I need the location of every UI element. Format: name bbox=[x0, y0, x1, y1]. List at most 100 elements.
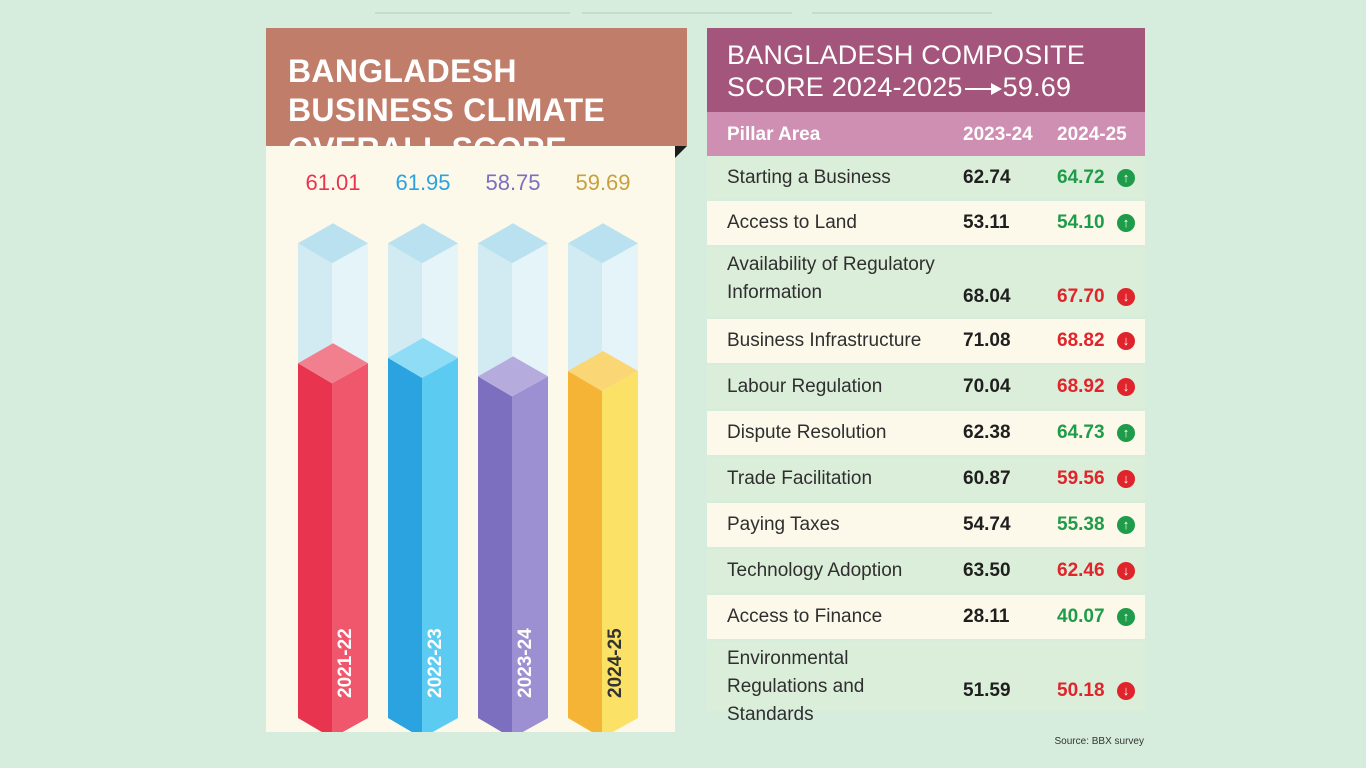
bar-front bbox=[568, 370, 602, 732]
score-2023-24: 62.38 bbox=[963, 422, 1011, 443]
bar-top bbox=[478, 356, 548, 397]
header-pillar-area: Pillar Area bbox=[727, 124, 821, 145]
composite-score-header: BANGLADESH COMPOSITE SCORE 2024-2025 59.6… bbox=[707, 28, 1145, 112]
bar-front bbox=[388, 357, 422, 732]
score-2024-25: 50.18 bbox=[1057, 680, 1105, 701]
bar-empty-top bbox=[388, 223, 458, 264]
score-2024-25: 64.72 bbox=[1057, 167, 1105, 188]
overall-score-panel: BANGLADESH BUSINESS CLIMATE OVERALL SCOR… bbox=[266, 28, 687, 732]
pillar-name: Environmental Regulations and Standards bbox=[727, 648, 865, 725]
header-notch bbox=[675, 146, 687, 158]
pillar-name: Technology Adoption bbox=[727, 560, 903, 581]
composite-title: BANGLADESH COMPOSITE SCORE 2024-2025 59.6… bbox=[727, 39, 1137, 103]
score-2024-25: 55.38 bbox=[1057, 514, 1105, 535]
score-2024-25: 54.10 bbox=[1057, 212, 1105, 233]
score-2023-24: 28.11 bbox=[963, 606, 1010, 627]
chart-area: 61.01 2021-22 61.95 2022-23 58.75 2023-24 59.6… bbox=[266, 146, 675, 732]
arrow-up-circle-icon: ↑ bbox=[1117, 424, 1135, 442]
pillar-table: Starting a Business 62.74 64.72 ↑ Access to … bbox=[707, 156, 1145, 725]
bar-empty-side bbox=[602, 243, 638, 391]
decor-line bbox=[375, 12, 570, 14]
score-2023-24: 68.04 bbox=[963, 286, 1011, 307]
table-row: Paying Taxes 54.74 55.38 ↑ bbox=[707, 503, 1145, 549]
table-row: Trade Facilitation 60.87 59.56 ↓ bbox=[707, 457, 1145, 503]
table-row: Business Infrastructure 71.08 68.82 ↓ bbox=[707, 319, 1145, 365]
bar-empty-front bbox=[298, 243, 332, 384]
table-row: Dispute Resolution 62.38 64.73 ↑ bbox=[707, 411, 1145, 457]
source-note: Source: BBX survey bbox=[1054, 736, 1144, 747]
pillar-name: Starting a Business bbox=[727, 167, 891, 188]
score-2024-25: 62.46 bbox=[1057, 560, 1105, 581]
score-2023-24: 51.59 bbox=[963, 680, 1011, 701]
bar-chart: 61.01 2021-22 61.95 2022-23 58.75 2023-24 59.6… bbox=[298, 170, 638, 732]
bar-empty-side bbox=[512, 243, 548, 397]
decor-line bbox=[582, 12, 792, 14]
table-row: Availability of Regulatory Information 68… bbox=[707, 247, 1145, 319]
bar-2021-22 bbox=[298, 223, 368, 732]
score-2024-25: 68.92 bbox=[1057, 376, 1105, 397]
bar-top bbox=[568, 350, 638, 391]
pillar-name: Availability of Regulatory Information bbox=[727, 254, 935, 303]
bar-front bbox=[478, 376, 512, 732]
table-row: Labour Regulation 70.04 68.92 ↓ bbox=[707, 365, 1145, 411]
bar-category-label: 2024-25 bbox=[605, 628, 626, 698]
bar-category-label: 2022-23 bbox=[425, 628, 446, 698]
arrow-up-circle-icon: ↑ bbox=[1117, 169, 1135, 187]
pillar-name: Access to Land bbox=[727, 212, 857, 233]
bar-side bbox=[602, 370, 638, 732]
score-2024-25: 40.07 bbox=[1057, 606, 1105, 627]
score-2023-24: 63.50 bbox=[963, 560, 1011, 581]
bar-2022-23 bbox=[388, 223, 458, 732]
arrow-down-circle-icon: ↓ bbox=[1117, 378, 1135, 396]
pillar-name: Dispute Resolution bbox=[727, 422, 887, 443]
bar-value-label: 59.69 bbox=[575, 170, 630, 195]
score-2023-24: 54.74 bbox=[963, 514, 1011, 535]
header-2024-25: 2024-25 bbox=[1057, 124, 1127, 145]
score-2024-25: 67.70 bbox=[1057, 286, 1105, 307]
overall-score-header: BANGLADESH BUSINESS CLIMATE OVERALL SCOR… bbox=[266, 28, 687, 167]
bar-side bbox=[332, 363, 368, 732]
arrow-right-icon bbox=[964, 82, 1002, 95]
bar-empty-front bbox=[568, 243, 602, 391]
bar-empty-front bbox=[478, 243, 512, 397]
composite-score-value: 59.69 bbox=[1002, 72, 1072, 102]
arrow-down-circle-icon: ↓ bbox=[1117, 470, 1135, 488]
bar-empty-top bbox=[478, 223, 548, 264]
arrow-up-circle-icon: ↑ bbox=[1117, 516, 1135, 534]
arrow-down-circle-icon: ↓ bbox=[1117, 682, 1135, 700]
score-2023-24: 62.74 bbox=[963, 167, 1011, 188]
arrow-down-circle-icon: ↓ bbox=[1117, 288, 1135, 306]
header-2023-24: 2023-24 bbox=[963, 124, 1033, 145]
bar-empty-top bbox=[298, 223, 368, 264]
table-row: Access to Finance 28.11 40.07 ↑ bbox=[707, 595, 1145, 641]
arrow-up-circle-icon: ↑ bbox=[1117, 608, 1135, 626]
arrow-up-circle-icon: ↑ bbox=[1117, 214, 1135, 232]
bar-top bbox=[298, 343, 368, 384]
bar-2023-24 bbox=[478, 223, 548, 732]
arrow-down-circle-icon: ↓ bbox=[1117, 562, 1135, 580]
bar-value-label: 58.75 bbox=[485, 170, 540, 195]
bar-category-label: 2023-24 bbox=[515, 628, 536, 698]
composite-title-text: BANGLADESH COMPOSITE SCORE 2024-2025 bbox=[727, 40, 1086, 102]
score-2023-24: 60.87 bbox=[963, 468, 1011, 489]
bar-empty-top bbox=[568, 223, 638, 264]
pillar-name: Business Infrastructure bbox=[727, 330, 922, 351]
score-2023-24: 70.04 bbox=[963, 376, 1011, 397]
pillar-name: Paying Taxes bbox=[727, 514, 840, 535]
bar-side bbox=[422, 357, 458, 732]
pillar-name: Access to Finance bbox=[727, 606, 883, 627]
table-row: Environmental Regulations and Standards 5… bbox=[707, 641, 1145, 725]
pillar-name: Labour Regulation bbox=[727, 376, 883, 397]
score-2024-25: 68.82 bbox=[1057, 330, 1105, 351]
table-row: Starting a Business 62.74 64.72 ↑ bbox=[707, 156, 1145, 201]
arrow-down-circle-icon: ↓ bbox=[1117, 332, 1135, 350]
score-2024-25: 64.73 bbox=[1057, 422, 1105, 443]
decor-line bbox=[812, 12, 992, 14]
score-2023-24: 53.11 bbox=[963, 212, 1010, 233]
pillar-name: Trade Facilitation bbox=[727, 468, 873, 489]
bar-value-label: 61.95 bbox=[395, 170, 450, 195]
bar-value-label: 61.01 bbox=[305, 170, 360, 195]
bar-side bbox=[512, 376, 548, 732]
table-row: Technology Adoption 63.50 62.46 ↓ bbox=[707, 549, 1145, 595]
bar-category-label: 2021-22 bbox=[335, 628, 356, 698]
